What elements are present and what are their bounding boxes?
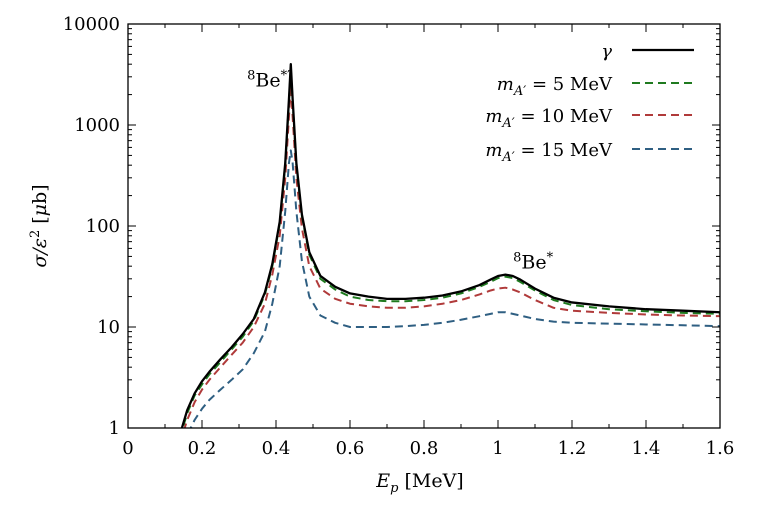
y-axis-label: σ/ε2[μb] <box>28 184 51 267</box>
y-tick-label: 1000 <box>74 115 120 136</box>
x-tick-label: 1 <box>492 438 503 459</box>
y-tick-label: 10 <box>97 317 120 338</box>
x-tick-label: 1.4 <box>632 438 661 459</box>
legend: γ mA′ = 5 MeV mA′ = 10 MeV mA′ = 15 MeV <box>485 41 694 165</box>
series-line-m10 <box>183 83 720 428</box>
x-tick-label: 0.6 <box>336 438 365 459</box>
legend-label-m15: mA′ = 15 MeV <box>485 140 613 165</box>
series-line-photon <box>180 63 720 428</box>
x-tick-label: 1.2 <box>558 438 587 459</box>
ticks-layer <box>127 23 721 429</box>
series-line-m15 <box>189 149 720 428</box>
x-tick-label: 0.4 <box>262 438 291 459</box>
series-layer <box>180 63 720 428</box>
series-line-m5 <box>181 66 720 428</box>
annotations-layer: 8Be*′ 8Be* <box>247 69 554 274</box>
y-tick-label: 1 <box>109 418 120 439</box>
legend-label-photon: γ <box>601 41 612 62</box>
x-tick-label: 0 <box>122 438 133 459</box>
x-tick-label: 0.2 <box>188 438 217 459</box>
be8-peak-label: 8Be* <box>513 250 554 273</box>
y-tick-label: 10000 <box>63 14 120 35</box>
labels-layer: 0 0.2 0.4 0.6 0.8 1 1.2 1.4 1.6 1 10 100 1000 10000 <box>63 14 735 459</box>
plot-frame <box>127 23 721 429</box>
x-tick-label: 0.8 <box>410 438 439 459</box>
x-tick-label: 1.6 <box>706 438 735 459</box>
legend-label-m10: mA′ = 10 MeV <box>485 106 613 131</box>
x-axis-label: Ep [MeV] <box>375 470 463 496</box>
legend-label-m5: mA′ = 5 MeV <box>497 74 613 99</box>
be8-prime-peak-label: 8Be*′ <box>247 69 290 92</box>
y-tick-label: 100 <box>86 216 120 237</box>
